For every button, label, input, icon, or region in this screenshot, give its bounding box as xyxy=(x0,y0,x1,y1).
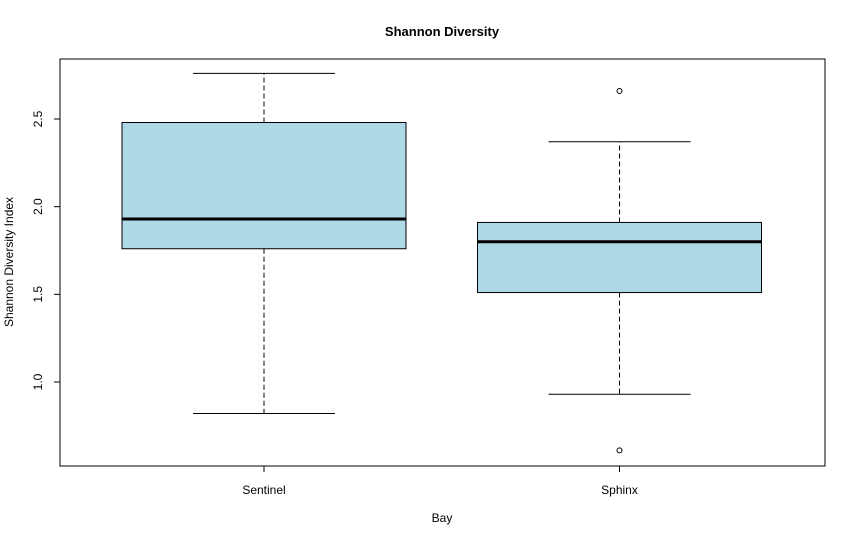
box-sentinel xyxy=(121,72,407,415)
x-tick-label: Sentinel xyxy=(242,483,285,497)
outlier-point xyxy=(616,447,623,454)
y-axis-label: Shannon Diversity Index xyxy=(2,197,16,327)
x-axis: Sentinel Sphinx xyxy=(242,466,638,497)
y-tick-label: 1.5 xyxy=(31,286,45,303)
chart-title: Shannon Diversity xyxy=(385,24,500,39)
y-axis: 1.0 1.5 2.0 2.5 xyxy=(31,110,60,390)
y-tick-label: 2.5 xyxy=(31,110,45,127)
box-group xyxy=(121,72,762,454)
plot-frame xyxy=(59,58,826,467)
outlier-point xyxy=(616,87,623,94)
y-tick-label: 2.0 xyxy=(31,198,45,215)
box-sphinx xyxy=(477,87,762,454)
iqr-box xyxy=(477,221,762,294)
x-tick-label: Sphinx xyxy=(601,483,638,497)
iqr-box xyxy=(121,122,407,250)
y-tick-label: 1.0 xyxy=(31,373,45,390)
x-axis-label: Bay xyxy=(432,511,453,525)
